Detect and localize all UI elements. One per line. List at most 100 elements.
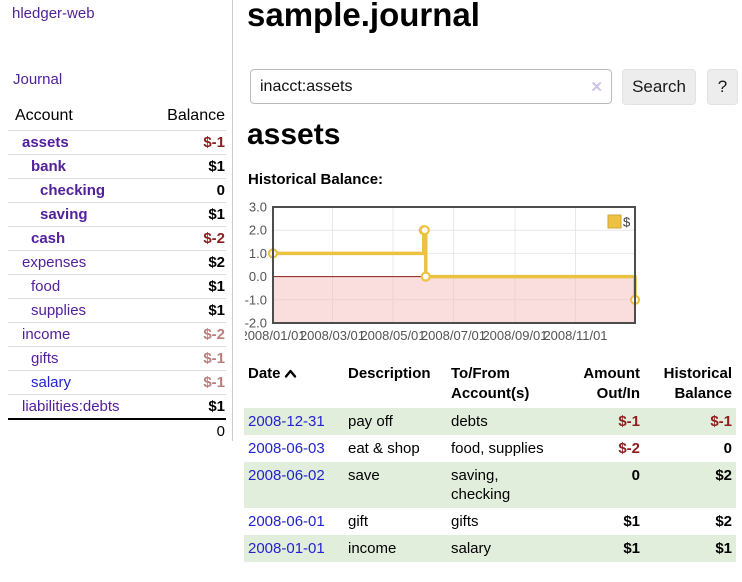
- legend-swatch: [607, 214, 622, 229]
- chart-canvas[interactable]: 3.0 2.0 1.0 0.0 -1.0 -2.02008/01/012008/03/01…: [245, 202, 645, 348]
- search-button[interactable]: Search: [622, 69, 696, 105]
- account-row: cash $-2: [8, 226, 226, 251]
- register-table: Date Description To/From Account(s) Amount …: [244, 361, 736, 562]
- register-accounts: debts: [451, 413, 488, 430]
- register-amount: $-2: [618, 440, 640, 457]
- app-brand-link[interactable]: hledger-web: [12, 5, 95, 22]
- page-title: sample.journal: [247, 0, 480, 33]
- sort-ascending-icon: [284, 369, 296, 378]
- register-description: pay off: [348, 413, 393, 430]
- register-balance: $-1: [710, 413, 732, 430]
- search-input[interactable]: [250, 69, 612, 104]
- search-form: ✕: [250, 69, 612, 104]
- accounts-header-balance: Balance: [167, 107, 225, 124]
- legend-label: $: [623, 215, 631, 230]
- svg-text:2008/01/01: 2008/01/01: [245, 328, 306, 343]
- register-date-cell: 2008-01-01: [244, 535, 344, 562]
- register-row: 2008-06-01 gift gifts $1 $2: [244, 508, 736, 535]
- svg-text:0.0: 0.0: [249, 269, 267, 284]
- account-balance: $1: [145, 202, 226, 227]
- account-cell: salary: [8, 370, 146, 395]
- account-row: income $-2: [8, 322, 226, 347]
- register-date-cell: 2008-06-02: [244, 462, 344, 508]
- account-balance: $-2: [145, 226, 226, 251]
- account-balance: $1: [145, 298, 226, 323]
- register-description: save: [348, 467, 380, 484]
- account-balance: $-1: [145, 370, 226, 395]
- register-description: gift: [348, 513, 369, 530]
- account-link-gifts[interactable]: gifts: [31, 350, 59, 367]
- sidebar-item-journal[interactable]: Journal: [13, 71, 63, 88]
- account-row: saving $1: [8, 202, 226, 227]
- account-cell: expenses: [8, 250, 146, 275]
- account-balance: 0: [145, 178, 226, 203]
- account-link-saving[interactable]: saving: [40, 206, 88, 223]
- register-header-date[interactable]: Date: [244, 361, 344, 408]
- account-balance: $1: [145, 154, 226, 179]
- svg-text:2008/07/01: 2008/07/01: [421, 328, 486, 343]
- svg-text:2008/09/01: 2008/09/01: [482, 328, 547, 343]
- account-link-income[interactable]: income: [22, 326, 71, 343]
- register-date-link[interactable]: 2008-06-02: [248, 467, 325, 484]
- svg-text:2008/03/01: 2008/03/01: [300, 328, 365, 343]
- register-date-link[interactable]: 2008-06-03: [248, 440, 325, 457]
- account-cell: income: [8, 322, 146, 347]
- sidebar: hledger-web Journal Account Balance asse…: [0, 0, 233, 443]
- accounts-total-spacer: [8, 418, 146, 443]
- register-description: eat & shop: [348, 440, 420, 457]
- account-cell: supplies: [8, 298, 146, 323]
- account-row: checking 0: [8, 178, 226, 203]
- register-date-cell: 2008-12-31: [244, 408, 344, 435]
- register-accounts: food, supplies: [451, 440, 544, 457]
- register-balance: $2: [715, 513, 732, 530]
- svg-text:2008/11/01: 2008/11/01: [543, 328, 607, 343]
- account-row: expenses $2: [8, 250, 226, 275]
- account-link-checking[interactable]: checking: [40, 182, 106, 199]
- svg-text:-2.0: -2.0: [245, 316, 267, 331]
- register-date-cell: 2008-06-01: [244, 508, 344, 535]
- account-balance: $1: [145, 394, 226, 419]
- register-header-historical-balance: Historical Balance: [663, 365, 732, 402]
- chart-title: Historical Balance:: [248, 171, 384, 188]
- account-link-assets[interactable]: assets: [22, 134, 69, 151]
- account-balance: $1: [145, 274, 226, 299]
- register-accounts: gifts: [451, 513, 479, 530]
- account-link-food[interactable]: food: [31, 278, 61, 295]
- account-balance: $-2: [145, 322, 226, 347]
- register-description: income: [348, 540, 397, 557]
- historical-balance-chart[interactable]: 3.0 2.0 1.0 0.0 -1.0 -2.0 2008/01/01 2008/03/01…: [245, 202, 645, 348]
- help-button[interactable]: ?: [707, 69, 738, 105]
- account-link-supplies[interactable]: supplies: [31, 302, 87, 319]
- account-link-liabilities-debts[interactable]: liabilities:debts: [22, 398, 120, 415]
- register-amount: $-1: [618, 413, 640, 430]
- register-date-link[interactable]: 2008-06-01: [248, 513, 325, 530]
- account-link-expenses[interactable]: expenses: [22, 254, 87, 271]
- clear-search-icon[interactable]: ✕: [590, 79, 603, 96]
- account-cell: cash: [8, 226, 146, 251]
- account-heading: assets: [247, 118, 341, 151]
- accounts-table: Account Balance assets $-1 bank $1 checking 0…: [8, 103, 226, 443]
- register-header-to-from-account-s-: To/From Account(s): [451, 365, 530, 402]
- register-amount: $1: [623, 540, 640, 557]
- account-link-cash[interactable]: cash: [31, 230, 66, 247]
- register-accounts: saving, checking: [451, 467, 511, 503]
- register-header-description: Description: [348, 365, 431, 382]
- account-row: liabilities:debts $1: [8, 394, 226, 419]
- account-cell: saving: [8, 202, 146, 227]
- account-row: supplies $1: [8, 298, 226, 323]
- register-row: 2008-06-02 save saving, checking 0 $2: [244, 462, 736, 508]
- register-date-link[interactable]: 2008-12-31: [248, 413, 325, 430]
- account-cell: food: [8, 274, 146, 299]
- account-row: salary $-1: [8, 370, 226, 395]
- register-date-link[interactable]: 2008-01-01: [248, 540, 325, 557]
- account-row: bank $1: [8, 154, 226, 179]
- account-link-salary[interactable]: salary: [31, 374, 72, 391]
- account-cell: assets: [8, 130, 146, 155]
- register-header-amount-out-in: Amount Out/In: [583, 365, 640, 402]
- account-balance: $-1: [145, 346, 226, 371]
- register-row: 2008-06-03 eat & shop food, supplies $-2 0: [244, 435, 736, 462]
- svg-text:3.0: 3.0: [249, 202, 267, 215]
- account-cell: bank: [8, 154, 146, 179]
- account-link-bank[interactable]: bank: [31, 158, 67, 175]
- accounts-header-account: Account: [15, 107, 73, 124]
